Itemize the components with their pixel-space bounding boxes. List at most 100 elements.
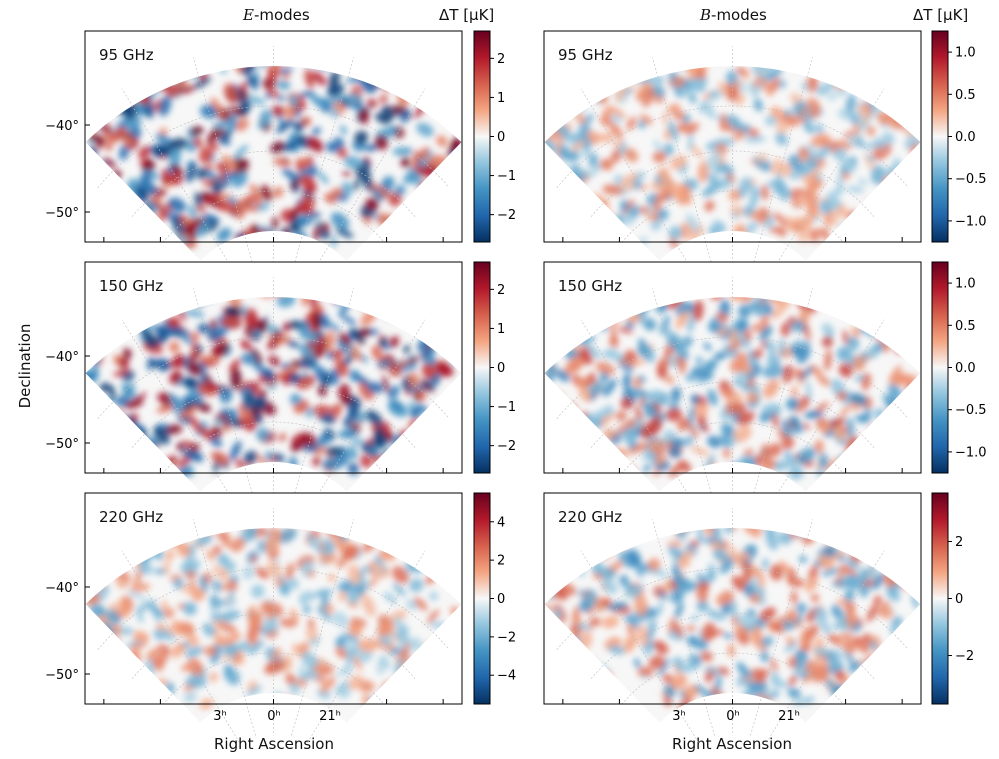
ra-tick-label: 21ʰ (319, 709, 341, 724)
frequency-label: 95 GHz (558, 46, 613, 64)
frequency-label: 220 GHz (558, 508, 622, 526)
graticule-ra (307, 319, 426, 512)
panel-e-95-ghz: 95 GHz −40° −50° −2 −1 0 1 2 (45, 30, 516, 281)
column-title-b-modes: B-modes (700, 6, 767, 24)
column-title-e-modes: E-modes (243, 6, 310, 24)
colorbar-tick-label: 2 (497, 283, 505, 298)
dec-tick-label: −40° (45, 350, 79, 365)
frequency-label: 150 GHz (99, 277, 163, 295)
colorbar-tick-label: −1 (497, 169, 516, 184)
graticule-ra (580, 88, 699, 281)
colorbar (931, 261, 949, 474)
colorbar-tick-label: 2 (497, 554, 505, 569)
graticule-dec (621, 652, 844, 705)
graticule-dec (621, 421, 844, 474)
graticule-ra (291, 288, 354, 505)
graticule-ra (750, 519, 813, 736)
colorbar-tick-label: −4 (497, 669, 516, 684)
colorbar-tick-label: −0.5 (955, 403, 987, 418)
colorbar-tick-label: 0 (497, 361, 505, 376)
colorbar (473, 261, 491, 474)
graticule-dec (621, 190, 844, 243)
graticule-ra (750, 288, 813, 505)
graticule-ra (580, 550, 699, 743)
dec-tick-label: −50° (45, 206, 79, 221)
graticule-dec (590, 612, 875, 679)
graticule-ra (652, 288, 715, 505)
panel-e-220-ghz: 220 GHz −40° −50° 3ʰ 0ʰ 21ʰ −4 −2 0 2 4 (45, 492, 516, 743)
colorbar-tick-label: −2 (497, 630, 516, 645)
graticule-ra (121, 550, 240, 743)
colorbar-tick-label: 0.5 (955, 319, 976, 334)
graticule-ra (193, 288, 256, 505)
graticule-dec (131, 150, 416, 217)
colorbar-tick-label: −2 (955, 649, 974, 664)
panel-b-150-ghz: 150 GHz −1.0 −0.5 0.0 0.5 1.0 (543, 261, 987, 512)
frequency-label: 95 GHz (99, 46, 154, 64)
graticule-ra (193, 519, 256, 736)
colorbar (473, 492, 491, 705)
colorbar-tick-label: 0.0 (955, 361, 976, 376)
colorbar-tick-label: −2 (497, 208, 516, 223)
graticule-ra (307, 88, 426, 281)
sky-patch (85, 528, 462, 723)
panel-e-150-ghz: 150 GHz −40° −50° −2 −1 0 1 2 (45, 261, 516, 512)
graticule-dec (590, 150, 875, 217)
ra-tick-label: 0ʰ (267, 709, 281, 724)
x-axis-label-right: Right Ascension (672, 735, 792, 753)
dec-tick-label: −40° (45, 119, 79, 134)
graticule-ra (291, 57, 354, 274)
colorbar-tick-label: 0 (497, 130, 505, 145)
colorbar-tick-label: 1 (497, 322, 505, 337)
colorbar-tick-label: −1.0 (955, 214, 987, 229)
colorbar-tick-label: 2 (955, 535, 963, 550)
dec-tick-label: −40° (45, 581, 79, 596)
graticule-ra (121, 88, 240, 281)
colorbar (931, 30, 949, 243)
colorbar-tick-label: −1 (497, 400, 516, 415)
graticule-ra (652, 519, 715, 736)
colorbar-tick-label: 1.0 (955, 46, 976, 61)
ra-tick-label: 21ʰ (778, 709, 800, 724)
frequency-label: 220 GHz (99, 508, 163, 526)
colorbar (473, 30, 491, 243)
panel-b-95-ghz: 95 GHz −1.0 −0.5 0.0 0.5 1.0 (543, 30, 987, 281)
colorbar-unit-b: ΔT [μK] (913, 6, 969, 24)
dec-tick-label: −50° (45, 668, 79, 683)
graticule-ra (766, 88, 885, 281)
graticule-dec (162, 652, 385, 705)
colorbar (931, 492, 949, 705)
graticule-dec (590, 381, 875, 448)
graticule-ra (193, 57, 256, 274)
colorbar-tick-label: 2 (497, 52, 505, 67)
colorbar-tick-label: −2 (497, 439, 516, 454)
graticule-dec (131, 381, 416, 448)
frequency-label: 150 GHz (558, 277, 622, 295)
graticule-ra (766, 550, 885, 743)
graticule-ra (750, 57, 813, 274)
ra-tick-label: 3ʰ (213, 709, 227, 724)
colorbar-tick-label: 4 (497, 515, 505, 530)
graticule-dec (162, 421, 385, 474)
panel-b-220-ghz: 220 GHz 3ʰ 0ʰ 21ʰ −2 0 2 (543, 492, 974, 743)
colorbar-unit-e: ΔT [μK] (439, 6, 495, 24)
dec-tick-label: −50° (45, 437, 79, 452)
graticule-ra (121, 319, 240, 512)
ra-tick-label: 3ʰ (672, 709, 686, 724)
colorbar-tick-label: 0.5 (955, 88, 976, 103)
colorbar-tick-label: −0.5 (955, 172, 987, 187)
colorbar-tick-label: 0.0 (955, 130, 976, 145)
graticule-ra (652, 57, 715, 274)
graticule-ra (307, 550, 426, 743)
graticule-ra (766, 319, 885, 512)
graticule-ra (291, 519, 354, 736)
graticule-ra (580, 319, 699, 512)
x-axis-label-left: Right Ascension (214, 735, 334, 753)
colorbar-tick-label: 1 (497, 91, 505, 106)
ra-tick-label: 0ʰ (726, 709, 740, 724)
colorbar-tick-label: −1.0 (955, 445, 987, 460)
colorbar-tick-label: 1.0 (955, 277, 976, 292)
graticule-dec (162, 190, 385, 243)
colorbar-tick-label: 0 (497, 592, 505, 607)
